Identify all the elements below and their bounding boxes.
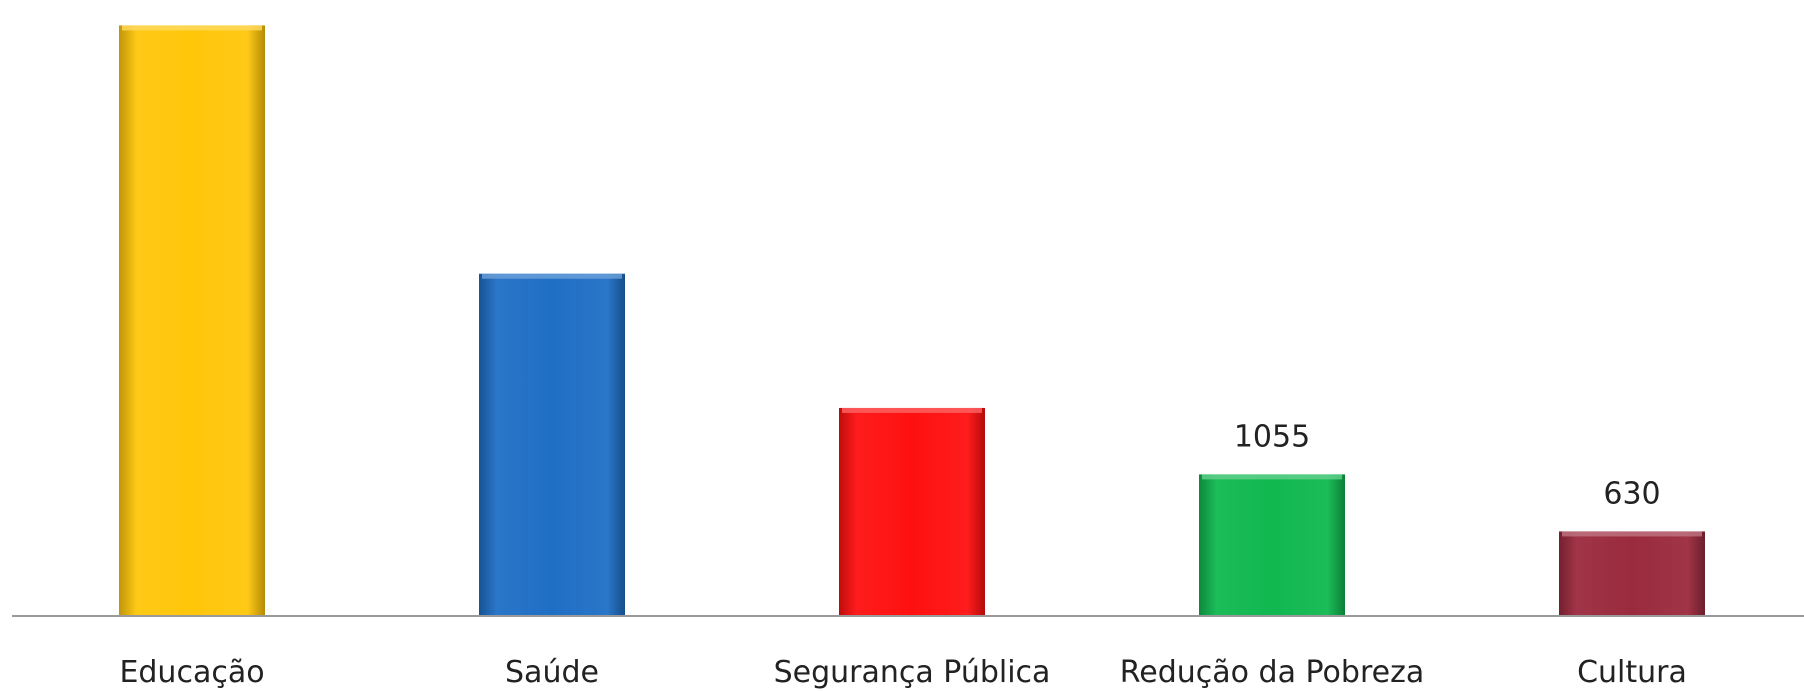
bar-bevel: [1202, 474, 1342, 480]
bar-saude: [479, 273, 625, 616]
data-label: 1055: [1234, 419, 1310, 454]
category-label: Redução da Pobreza: [1120, 655, 1424, 690]
bar-bevel: [122, 25, 262, 31]
bar-educacao: [119, 25, 265, 616]
bar-bevel: [482, 273, 622, 279]
category-label: Saúde: [505, 655, 599, 690]
category-label: Educação: [119, 655, 264, 690]
bar-bevel: [842, 407, 982, 413]
bar-bevel: [1562, 531, 1702, 537]
bars-layer: [119, 25, 1705, 616]
bar-cultura: [1559, 531, 1705, 616]
category-label: Segurança Pública: [774, 655, 1051, 690]
category-label: Cultura: [1577, 655, 1687, 690]
bar-reducao-da-pobreza: [1199, 474, 1345, 616]
bar-seguranca-publica: [839, 407, 985, 616]
labels-layer: Educação Saúde Segurança Pública Redução da…: [119, 419, 1686, 690]
data-label: 630: [1603, 476, 1660, 511]
